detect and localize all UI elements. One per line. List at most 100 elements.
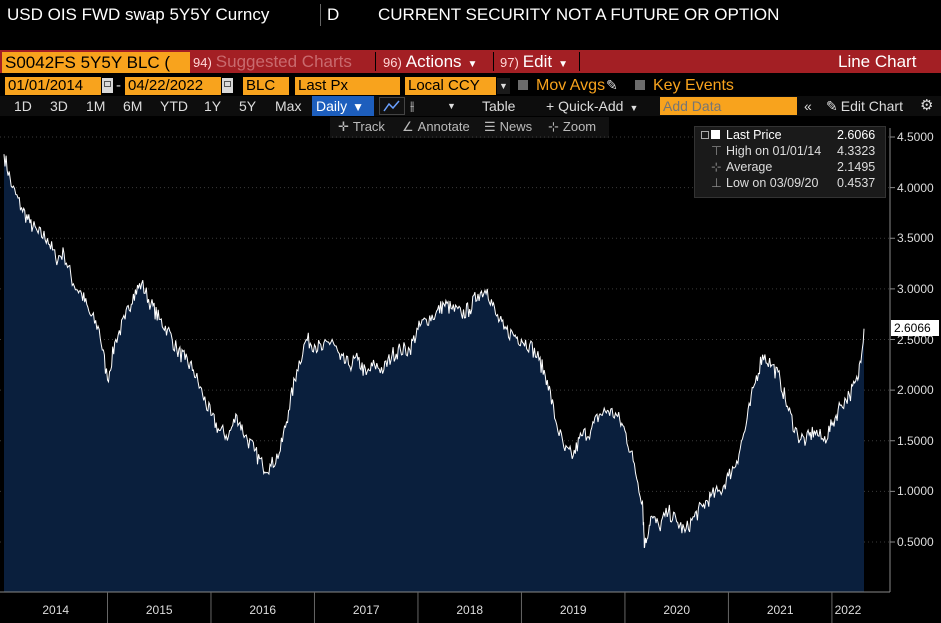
- date-range-dash: -: [116, 77, 121, 94]
- track-tool[interactable]: ✛ Track: [338, 118, 385, 136]
- axis-ticks: [106, 136, 895, 623]
- y-tick-label: 4.5000: [897, 130, 934, 144]
- high-marker-icon: ⊤: [711, 144, 722, 158]
- calendar-icon[interactable]: [222, 78, 233, 93]
- quick-add-button[interactable]: + Quick-Add ▼: [546, 96, 638, 116]
- actions-menu-button[interactable]: 96) Actions ▼: [383, 50, 477, 73]
- suggested-charts-num: 94): [193, 55, 212, 70]
- title-divider: [320, 4, 321, 26]
- line-style-button[interactable]: [379, 97, 405, 115]
- actions-label: Actions: [405, 52, 462, 71]
- key-events-label[interactable]: Key Events: [653, 77, 734, 94]
- table-button[interactable]: Table: [482, 98, 516, 114]
- key-events-checkbox[interactable]: [635, 80, 645, 90]
- zoom-icon: ⊹: [548, 119, 559, 134]
- x-tick-label: 2014: [42, 603, 70, 617]
- series-color-swatch: [711, 130, 720, 139]
- actions-num: 96): [383, 55, 402, 70]
- y-tick-label: 3.5000: [897, 231, 934, 246]
- zoom-tool[interactable]: ⊹ Zoom: [548, 118, 596, 136]
- suggested-charts-label: Suggested Charts: [215, 52, 352, 71]
- legend-low-value: 0.4537: [837, 176, 876, 190]
- gear-icon[interactable]: ⚙: [920, 97, 934, 114]
- chevron-down-icon: ▼: [352, 100, 365, 114]
- mov-avgs-label[interactable]: Mov Avgs: [536, 77, 606, 94]
- security-type-code: D: [327, 5, 340, 24]
- bar-style-icon[interactable]: ⫲: [410, 98, 415, 113]
- track-label: Track: [352, 119, 385, 134]
- chevron-down-icon: ▼: [558, 59, 568, 70]
- edit-num: 97): [500, 55, 519, 70]
- legend-last-value: 2.6066: [837, 128, 876, 142]
- chevron-down-icon: ▼: [629, 103, 639, 113]
- legend-panel[interactable]: Last Price 2.6066 ⊤ High on 01/01/14 4.3…: [694, 126, 886, 198]
- legend-average-label: Average: [726, 160, 773, 174]
- price-area: [4, 154, 864, 592]
- chevron-down-icon[interactable]: ▼: [497, 78, 510, 94]
- average-marker-icon: ⊹: [711, 160, 722, 174]
- security-field[interactable]: S0042FS 5Y5Y BLC (: [2, 52, 190, 73]
- x-tick-label: 2022: [834, 603, 862, 617]
- command-separator: [493, 52, 494, 71]
- quick-add-label: + Quick-Add: [546, 98, 624, 114]
- range-5y[interactable]: 5Y: [239, 98, 257, 114]
- low-marker-icon: ⊥: [711, 176, 722, 190]
- start-date-field[interactable]: 01/01/2014: [5, 77, 101, 95]
- range-6m[interactable]: 6M: [123, 98, 143, 114]
- zoom-label: Zoom: [562, 119, 597, 134]
- y-tick-label: 3.0000: [897, 281, 934, 296]
- x-tick-label: 2017: [352, 603, 380, 617]
- chevron-down-icon: ▼: [467, 59, 478, 70]
- frequency-select[interactable]: Daily ▼: [312, 96, 374, 116]
- pricing-source-field[interactable]: BLC: [243, 77, 289, 95]
- legend-collapse-icon[interactable]: [701, 131, 709, 139]
- title-bar: USD OIS FWD swap 5Y5Y Curncy D CURRENT S…: [0, 0, 941, 30]
- x-tick-label: 2016: [249, 603, 277, 617]
- range-ytd[interactable]: YTD: [160, 98, 188, 114]
- pencil-icon[interactable]: ✎: [606, 77, 618, 93]
- range-1y[interactable]: 1Y: [204, 98, 222, 114]
- crosshair-icon: ✛: [338, 119, 349, 134]
- annotate-label: Annotate: [417, 119, 470, 134]
- news-icon: ☰: [484, 119, 496, 134]
- x-tick-label: 2015: [145, 603, 173, 617]
- legend-low-label: Low on 03/09/20: [726, 176, 819, 190]
- pen-icon: ∠: [402, 119, 414, 134]
- chart-tools-bar: [330, 117, 609, 138]
- range-max[interactable]: Max: [275, 98, 302, 114]
- currency-select[interactable]: Local CCY: [405, 77, 496, 95]
- edit-label: Edit: [522, 52, 553, 71]
- y-tick-label: 4.0000: [897, 180, 934, 195]
- y-tick-label: 1.0000: [897, 484, 934, 499]
- status-message: CURRENT SECURITY NOT A FUTURE OR OPTION: [378, 5, 780, 24]
- x-tick-label: 2020: [663, 603, 691, 617]
- line-chart-icon: [383, 100, 400, 112]
- add-data-input[interactable]: [660, 97, 797, 115]
- annotate-tool[interactable]: ∠ Annotate: [402, 118, 470, 136]
- suggested-charts-button[interactable]: 94) Suggested Charts: [193, 50, 352, 73]
- legend-high-value: 4.3323: [837, 144, 876, 158]
- calendar-icon[interactable]: [102, 78, 113, 93]
- collapse-left-icon[interactable]: «: [804, 98, 812, 114]
- end-date-field[interactable]: 04/22/2022: [125, 77, 221, 95]
- range-3d[interactable]: 3D: [50, 98, 68, 114]
- edit-menu-button[interactable]: 97) Edit ▼: [500, 50, 568, 73]
- y-tick-label: 2.5000: [897, 332, 934, 347]
- y-tick-label: 0.5000: [897, 535, 934, 549]
- chart-type-label[interactable]: Line Chart: [838, 52, 917, 71]
- price-field-select[interactable]: Last Px: [295, 77, 400, 95]
- command-separator: [579, 52, 580, 71]
- command-bar: [0, 50, 941, 73]
- edit-chart-button[interactable]: ✎ Edit Chart: [826, 96, 903, 116]
- x-tick-label: 2018: [456, 603, 484, 617]
- news-tool[interactable]: ☰ News: [484, 118, 532, 136]
- range-1d[interactable]: 1D: [14, 98, 32, 114]
- price-line: [3, 154, 865, 549]
- last-value-marker: 2.6066: [891, 320, 939, 336]
- legend-high-label: High on 01/01/14: [726, 144, 822, 158]
- chevron-down-icon[interactable]: ▼: [447, 101, 456, 111]
- security-title: USD OIS FWD swap 5Y5Y Curncy: [7, 5, 270, 24]
- range-1m[interactable]: 1M: [86, 98, 106, 114]
- mov-avgs-checkbox[interactable]: [518, 80, 528, 90]
